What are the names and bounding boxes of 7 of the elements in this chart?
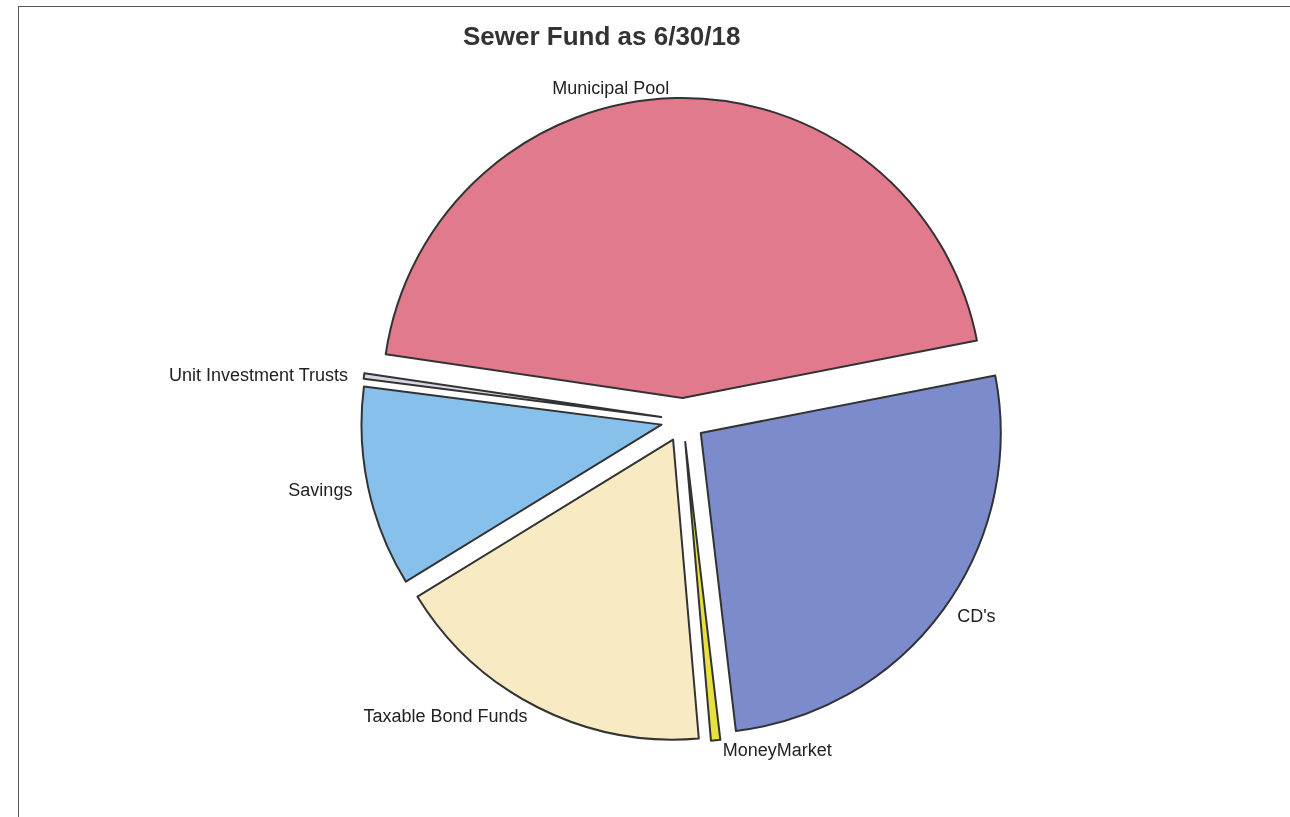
slice-label: Municipal Pool xyxy=(552,78,670,99)
chart-title: Sewer Fund as 6/30/18 xyxy=(463,21,741,51)
slice-label: CD's xyxy=(957,605,996,626)
slice-label: Taxable Bond Funds xyxy=(363,706,528,727)
slice-label: Unit Investment Trusts xyxy=(169,364,349,385)
slice-label: MoneyMarket xyxy=(722,740,832,761)
slice-label: Savings xyxy=(288,479,353,500)
